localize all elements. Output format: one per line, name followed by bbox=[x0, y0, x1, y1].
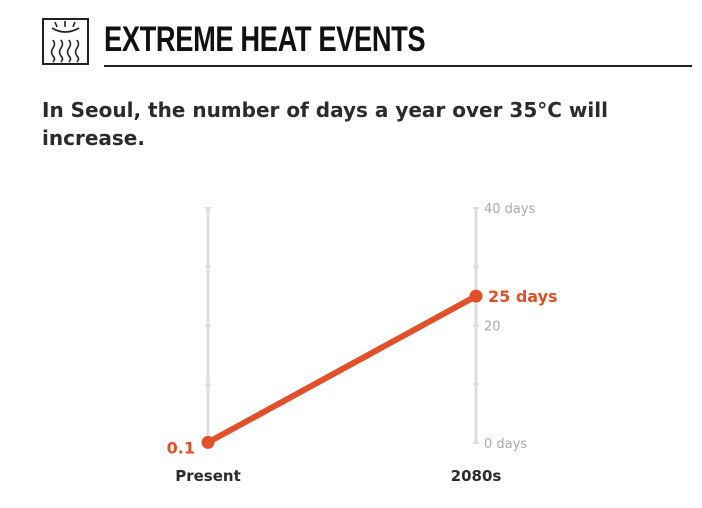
y-tick-label-0: 0 days bbox=[484, 437, 527, 452]
page-title: EXTREME HEAT EVENTS bbox=[104, 20, 426, 59]
x-category-label-0: Present bbox=[175, 467, 241, 485]
data-point-1 bbox=[469, 289, 483, 303]
header: EXTREME HEAT EVENTS bbox=[42, 16, 692, 67]
heat-waves-icon bbox=[42, 18, 89, 65]
data-label-2080s: 25 days bbox=[488, 287, 558, 306]
x-category-label-1: 2080s bbox=[451, 467, 502, 485]
data-point-0 bbox=[201, 435, 215, 449]
y-tick-label-40: 40 days bbox=[484, 202, 536, 217]
data-label-present: 0.1 bbox=[167, 438, 195, 457]
y-tick-label-20: 20 bbox=[484, 320, 501, 335]
series-line bbox=[205, 293, 479, 446]
chart-subtitle: In Seoul, the number of days a year over… bbox=[42, 98, 608, 150]
title-divider bbox=[104, 65, 692, 67]
